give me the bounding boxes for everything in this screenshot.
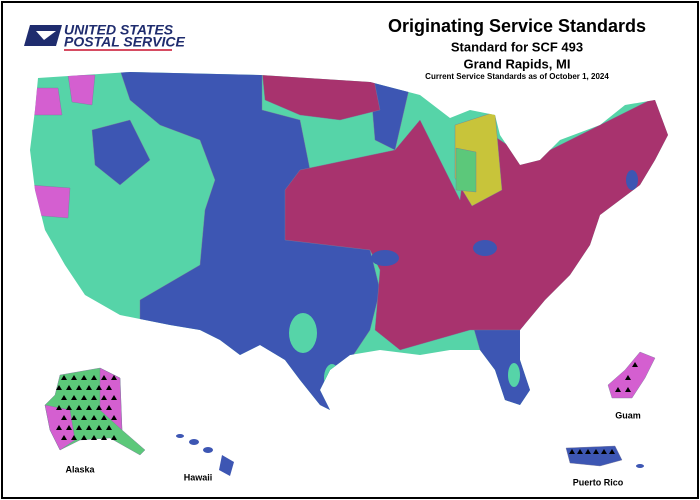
pattern-triangle: [56, 405, 62, 410]
pattern-triangle: [56, 385, 62, 390]
pattern-triangle: [81, 375, 87, 380]
logo-eagle-head: [36, 31, 56, 40]
region-blue-ma: [626, 170, 638, 190]
pattern-triangle: [71, 415, 77, 420]
pattern-triangle: [86, 405, 92, 410]
alaska-inset: [44, 367, 146, 456]
pattern-triangle: [81, 435, 87, 440]
guam-shape: [607, 351, 656, 399]
pattern-triangle: [71, 395, 77, 400]
region-teal-fl: [508, 363, 520, 387]
region-blue-ohio: [473, 240, 497, 256]
location: Grand Rapids, MI: [464, 56, 571, 71]
title: Originating Service Standards: [388, 16, 646, 36]
island: [176, 434, 184, 438]
pattern-triangle: [632, 362, 638, 367]
pattern-triangle: [609, 449, 615, 454]
pattern-triangle: [101, 415, 107, 420]
puerto-rico-shape: [565, 445, 623, 467]
pattern-triangle: [106, 425, 112, 430]
logo-line1: UNITED STATES: [64, 22, 174, 38]
island: [203, 447, 213, 453]
pattern-triangle: [111, 435, 117, 440]
pattern-triangle: [91, 395, 97, 400]
note: Current Service Standards as of October …: [425, 72, 609, 81]
logo-line2: POSTAL SERVICE: [64, 34, 186, 50]
pattern-triangle: [61, 395, 67, 400]
pattern-triangle: [81, 395, 87, 400]
pattern-triangle: [593, 449, 599, 454]
pattern-triangle: [81, 415, 87, 420]
pattern-triangle: [569, 449, 575, 454]
pattern-triangle: [91, 415, 97, 420]
region-blue-idaho: [91, 119, 151, 186]
pattern-triangle: [76, 405, 82, 410]
pattern-triangle: [101, 375, 107, 380]
pattern-triangle: [111, 375, 117, 380]
pattern-triangle: [111, 415, 117, 420]
pattern-triangle: [111, 395, 117, 400]
pattern-triangle: [66, 405, 72, 410]
pattern-triangle: [76, 385, 82, 390]
pattern-triangle: [601, 449, 607, 454]
usps-logo: UNITED STATES POSTAL SERVICE: [24, 22, 186, 51]
pattern-triangle: [86, 385, 92, 390]
island: [219, 455, 234, 476]
pattern-triangle: [91, 375, 97, 380]
pattern-triangle: [61, 415, 67, 420]
alaska-label: Alaska: [65, 464, 95, 474]
pattern-triangle: [61, 435, 67, 440]
guam-label: Guam: [615, 410, 641, 420]
pattern-triangle: [96, 425, 102, 430]
region-teal-houston: [324, 364, 340, 392]
pattern-triangle: [101, 395, 107, 400]
pattern-triangle: [625, 387, 631, 392]
pattern-triangle: [76, 425, 82, 430]
pattern-triangle: [66, 385, 72, 390]
region-pink-or: [30, 184, 71, 219]
pattern-triangle: [106, 385, 112, 390]
pattern-triangle: [106, 405, 112, 410]
island: [189, 439, 199, 445]
pattern-triangle: [625, 375, 631, 380]
pattern-triangle: [585, 449, 591, 454]
pattern-triangle: [615, 387, 621, 392]
region-pink-wa: [30, 87, 63, 116]
island: [636, 464, 644, 468]
pattern-triangle: [101, 435, 107, 440]
region-grand-rapids: [455, 147, 477, 193]
region-teal-tx: [289, 313, 317, 353]
puerto-rico-label: Puerto Rico: [573, 477, 624, 487]
pattern-triangle: [71, 375, 77, 380]
pattern-triangle: [86, 425, 92, 430]
region-pink-spokane: [67, 74, 96, 106]
pattern-triangle: [71, 435, 77, 440]
subtitle: Standard for SCF 493: [451, 39, 583, 54]
alaska-east: [99, 367, 123, 431]
region-blue-missouri: [371, 250, 399, 266]
pattern: [569, 362, 638, 454]
hawaii-inset: [176, 434, 234, 476]
pattern-triangle: [577, 449, 583, 454]
pattern-triangle: [66, 425, 72, 430]
pattern-triangle: [91, 435, 97, 440]
pattern-triangle: [56, 425, 62, 430]
hawaii-label: Hawaii: [184, 472, 213, 482]
region-magenta-north: [261, 72, 381, 121]
us-map: [30, 72, 668, 410]
pattern-triangle: [96, 385, 102, 390]
pattern-triangle: [61, 375, 67, 380]
pattern-triangle: [96, 405, 102, 410]
